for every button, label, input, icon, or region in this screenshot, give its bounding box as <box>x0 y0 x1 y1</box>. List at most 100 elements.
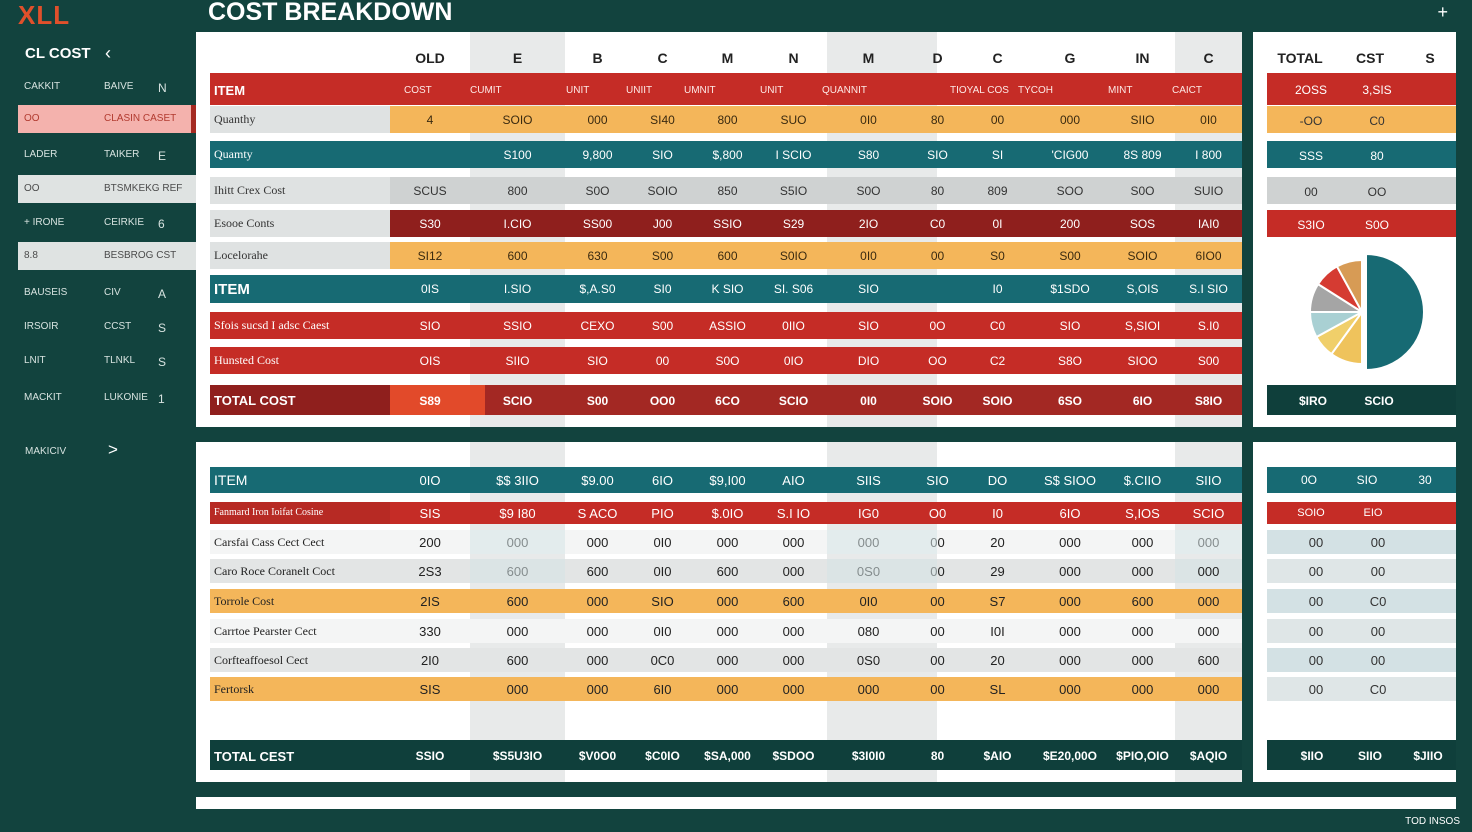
sidebar-item-label: CCST <box>104 321 132 332</box>
row-label-bg <box>210 502 390 524</box>
sidebar-item[interactable]: CAKKIT BAIVE N <box>18 73 196 101</box>
table-cell: 00 <box>990 113 1005 127</box>
right-row[interactable] <box>1267 210 1456 237</box>
chevron-right-icon[interactable]: > <box>108 440 118 459</box>
table-cell: $,A.S0 <box>579 282 616 296</box>
column-header[interactable]: C <box>657 50 668 66</box>
table-cell: I0I <box>990 624 1005 639</box>
right-row[interactable] <box>1267 73 1456 105</box>
table-cell: 800 <box>717 113 738 127</box>
table-cell: 9,800 <box>582 148 613 162</box>
table-cell: SIS <box>419 682 441 697</box>
table-cell: PIO <box>651 506 674 521</box>
right-row[interactable] <box>1267 467 1456 493</box>
table-row[interactable] <box>210 677 1242 701</box>
sidebar-item[interactable]: LNIT TLNKL S <box>18 347 196 375</box>
total-cell: $3I0I0 <box>851 749 886 763</box>
table-row[interactable] <box>210 648 1242 672</box>
table-row[interactable] <box>210 502 1242 524</box>
subheader-label: ITEM <box>214 83 246 98</box>
right-row[interactable] <box>1267 648 1456 672</box>
table-row[interactable] <box>210 530 1242 554</box>
right-cell: 00 <box>1370 624 1386 639</box>
chevron-left-icon[interactable]: ‹ <box>105 43 111 63</box>
sidebar-item[interactable]: IRSOIR CCST S <box>18 313 196 341</box>
table-cell: 2IS <box>420 594 440 609</box>
sidebar-item-label: BAIVE <box>104 81 134 92</box>
row-label: Fanmard Iron Ioifat Cosine <box>214 507 324 518</box>
right-row[interactable] <box>1267 530 1456 554</box>
subheader-cell: CUMIT <box>470 85 502 96</box>
column-header[interactable]: B <box>592 50 603 66</box>
subheader-cell: UNIIT <box>626 85 653 96</box>
sidebar-item[interactable]: + IRONE CEIRKIE 6 <box>18 209 196 237</box>
add-button[interactable]: + <box>1437 2 1448 22</box>
right-row[interactable] <box>1267 619 1456 643</box>
table-cell: SIIO <box>1130 113 1155 127</box>
total-cell: SCIO <box>778 394 809 408</box>
column-header[interactable]: M <box>721 50 734 66</box>
right-row[interactable] <box>1267 502 1456 524</box>
column-header[interactable]: E <box>512 50 523 66</box>
table-cell: 000 <box>716 535 739 550</box>
total-cell: $E20,00O <box>1042 749 1098 763</box>
right-row[interactable] <box>1267 589 1456 613</box>
column-header[interactable]: OLD <box>415 50 445 66</box>
column-header[interactable]: G <box>1064 50 1076 66</box>
right-column-header[interactable]: TOTAL <box>1277 50 1323 66</box>
right-row[interactable] <box>1267 106 1456 133</box>
pie-slice <box>1365 252 1425 372</box>
sidebar-header[interactable]: CL COST ‹ <box>25 43 125 63</box>
column-header[interactable]: IN <box>1135 50 1150 66</box>
table-cell: K SIO <box>711 282 744 296</box>
sidebar-item-value: N <box>158 81 167 95</box>
table-cell: 000 <box>716 653 739 668</box>
table-cell: 000 <box>586 624 609 639</box>
right-row[interactable] <box>1267 677 1456 701</box>
table-cell: 6IO <box>1059 506 1081 521</box>
sidebar-item[interactable]: OO BTSMKEKG REF <box>18 175 196 203</box>
table-cell: 0I0 <box>653 624 672 639</box>
table-row[interactable] <box>210 467 1242 493</box>
table-cell: 000 <box>1059 624 1081 639</box>
table-cell: SIO <box>858 319 879 333</box>
table-cell: 0IO <box>783 354 804 368</box>
table-cell: 00 <box>930 249 945 263</box>
sidebar-item-code: BAUSEIS <box>24 287 68 298</box>
table-cell: S ACO <box>577 506 618 521</box>
sidebar-item[interactable]: 8.8 BESBROG CST <box>18 242 196 270</box>
sidebar-item[interactable]: MACKIT LUKONIE 1 <box>18 384 196 412</box>
column-header[interactable]: C <box>992 50 1003 66</box>
right-total-cell: SCIO <box>1364 394 1394 408</box>
total-cell: SOIO <box>922 394 953 408</box>
right-row[interactable] <box>1267 141 1456 168</box>
column-header[interactable]: M <box>862 50 875 66</box>
table-cell: 000 <box>586 653 609 668</box>
right-column-header[interactable]: S <box>1425 50 1435 66</box>
sidebar-item-label: LUKONIE <box>104 392 148 403</box>
table-row[interactable] <box>210 619 1242 643</box>
table-cell: $$ 3IIO <box>496 473 539 488</box>
column-header[interactable]: D <box>932 50 943 66</box>
column-header[interactable]: N <box>788 50 799 66</box>
right-row[interactable] <box>1267 559 1456 583</box>
column-header[interactable]: C <box>1203 50 1214 66</box>
right-column-header[interactable]: CST <box>1356 50 1384 66</box>
table-cell: 80 <box>930 184 945 198</box>
sidebar-header-label: CL COST <box>25 45 91 62</box>
table-row[interactable] <box>210 559 1242 583</box>
table-cell: 600 <box>506 653 529 668</box>
table-row[interactable] <box>210 589 1242 613</box>
sidebar-item[interactable]: LADER TAIKER E <box>18 141 196 169</box>
table-cell: 0I0 <box>653 535 672 550</box>
right-cell: SIO <box>1356 473 1378 487</box>
sidebar-item[interactable]: BAUSEIS CIV A <box>18 279 196 307</box>
right-total-cell: $IRO <box>1298 394 1327 408</box>
table-cell: 000 <box>1059 564 1081 579</box>
sidebar-item[interactable]: OO CLASIN CASET <box>18 105 196 133</box>
total-cell: 6CO <box>715 394 740 408</box>
subheader-cell: CAICT <box>1172 85 1202 96</box>
right-row[interactable] <box>1267 177 1456 204</box>
row-label-bg <box>210 347 390 374</box>
sidebar-footer[interactable]: MAKICIV <box>25 446 67 457</box>
